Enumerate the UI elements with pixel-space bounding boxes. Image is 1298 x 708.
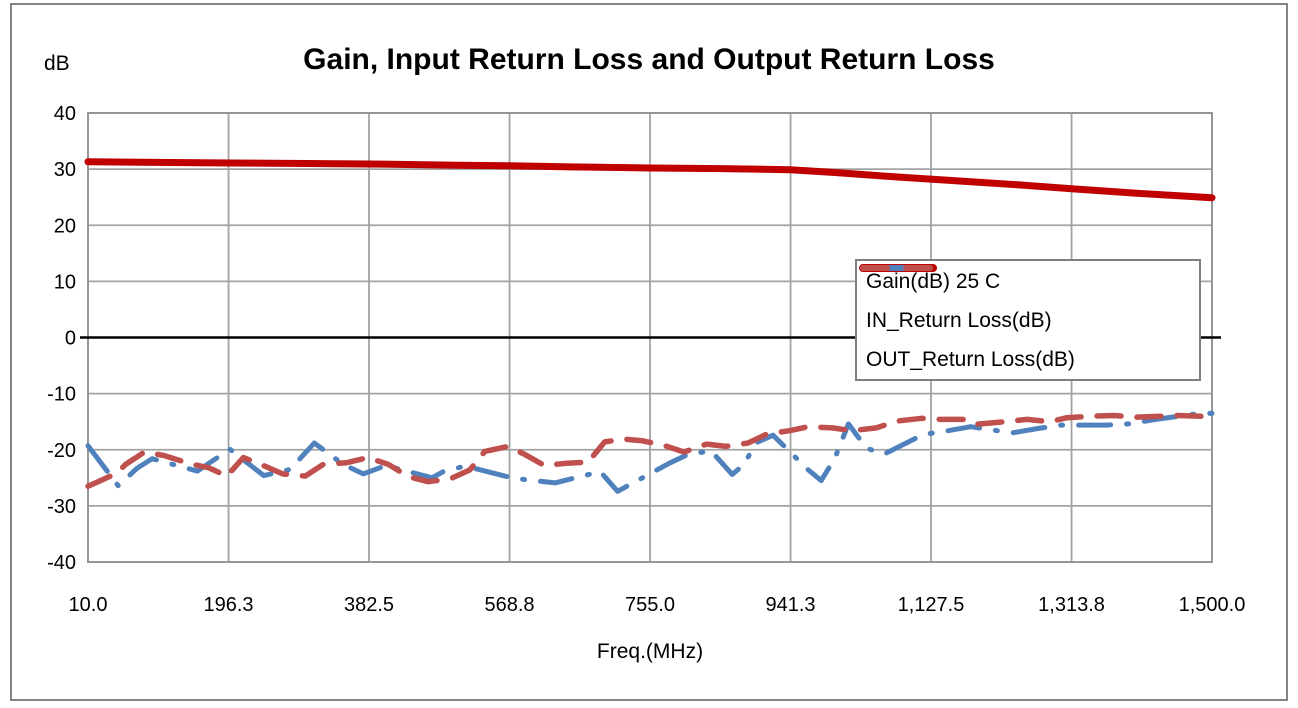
axis-tick-labels: 10.0 196.3 382.5 568.8 755.0 941.3 1,127.5 1,31… — [47, 103, 1245, 616]
x-tick-label: 1,313.8 — [1038, 594, 1105, 616]
legend-entry-in-return-loss: IN_Return Loss(dB) — [860, 265, 1199, 339]
series-line-0 — [84, 158, 1216, 202]
y-tick-label: 40 — [54, 103, 76, 125]
legend-label-in-return-loss: IN_Return Loss(dB) — [866, 308, 1052, 332]
x-tick-label: 755.0 — [625, 594, 675, 616]
x-tick-label: 941.3 — [766, 594, 816, 616]
y-tick-label: 30 — [54, 159, 76, 181]
legend-entry-out-return-loss: OUT_Return Loss(dB) — [860, 265, 1199, 378]
y-tick-label: -10 — [47, 384, 76, 406]
y-tick-label: 10 — [54, 271, 76, 293]
x-tick-label: 1,127.5 — [898, 594, 965, 616]
y-axis-unit-label: dB — [44, 52, 70, 75]
y-tick-label: -20 — [47, 440, 76, 462]
x-tick-label: 1,500.0 — [1179, 594, 1246, 616]
x-axis-title: Freq.(MHz) — [597, 640, 703, 663]
legend: Gain(dB) 25 C IN_Return Loss(dB) OUT_Ret… — [855, 259, 1201, 381]
legend-label-gain: Gain(dB) 25 C — [866, 269, 1001, 293]
series-line-1 — [85, 410, 1215, 494]
chart-title: Gain, Input Return Loss and Output Retur… — [303, 43, 995, 76]
series-line-2 — [85, 412, 1215, 489]
y-tick-label: -40 — [47, 552, 76, 574]
x-tick-label: 196.3 — [204, 594, 254, 616]
y-tick-label: -30 — [47, 496, 76, 518]
legend-label-out-return-loss: OUT_Return Loss(dB) — [866, 347, 1075, 371]
out-return-loss-line-sample-icon — [860, 265, 940, 271]
x-tick-label: 382.5 — [344, 594, 394, 616]
x-tick-label: 10.0 — [69, 594, 108, 616]
y-tick-label: 20 — [54, 215, 76, 237]
x-tick-label: 568.8 — [485, 594, 535, 616]
y-tick-label: 0 — [65, 328, 76, 350]
series-lines — [84, 158, 1216, 494]
